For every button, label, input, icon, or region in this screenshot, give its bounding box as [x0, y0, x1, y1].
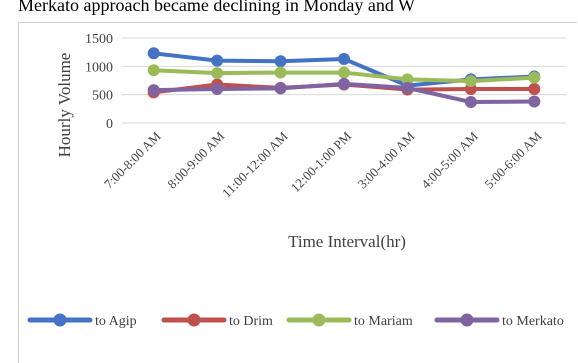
y-axis-title: Hourly Volume — [55, 53, 74, 158]
x-tick-label: 3:00-4:00 AM — [355, 128, 418, 191]
data-point — [274, 66, 287, 79]
data-point — [401, 81, 414, 94]
legend-label: to Merkato — [502, 314, 564, 329]
y-tick-label: 500 — [92, 89, 113, 104]
series-lines — [147, 47, 541, 109]
x-axis-title: Time Interval(hr) — [288, 232, 406, 251]
y-tick-label: 1500 — [85, 32, 113, 47]
x-tick-label: 4:00-5:00 AM — [418, 128, 481, 191]
data-point — [338, 52, 350, 65]
legend-item: to Drim — [161, 313, 273, 329]
x-tick-label: 5:00-6:00 AM — [481, 128, 544, 191]
y-axis-ticks: 0 500 1000 1500 — [85, 32, 113, 132]
legend-swatch-marker — [187, 313, 201, 327]
chart-frame — [18, 22, 577, 363]
data-point — [147, 84, 160, 97]
gridlines — [122, 37, 566, 124]
data-point — [338, 66, 350, 79]
data-point — [528, 83, 541, 95]
data-point — [464, 75, 477, 88]
data-point — [528, 71, 541, 84]
x-tick-label: 12:00-1:00 PM — [288, 128, 355, 195]
series-to-merkato — [147, 77, 541, 109]
y-tick-label: 0 — [106, 117, 113, 132]
y-tick-label: 1000 — [85, 60, 113, 75]
data-point — [338, 77, 350, 90]
legend-swatch-marker — [53, 313, 67, 327]
legend-label: to Agip — [95, 314, 137, 329]
legend-swatch-marker — [460, 313, 474, 327]
x-tick-label: 7:00-8:00 AM — [101, 128, 164, 191]
x-tick-label: 11:00-12:00 AM — [219, 128, 291, 200]
legend-swatch-marker — [312, 313, 326, 327]
x-tick-label: 8:00-9:00 AM — [164, 128, 227, 191]
legend-item: to Mariam — [286, 313, 413, 329]
data-point — [274, 55, 287, 68]
data-point — [274, 82, 287, 95]
caption-text: Merkato approach became declining in Mon… — [18, 0, 416, 15]
legend-label: to Mariam — [354, 314, 413, 329]
data-point — [401, 73, 414, 86]
data-point — [147, 47, 160, 60]
data-point — [147, 64, 160, 77]
data-point — [211, 67, 224, 80]
legend-item: to Agip — [27, 313, 137, 329]
legend: to Agip to Drim to Mariam to Merkato — [27, 313, 564, 329]
data-point — [211, 54, 224, 67]
legend-label: to Drim — [229, 314, 273, 329]
data-point — [211, 83, 224, 95]
data-point — [528, 95, 541, 108]
legend-item: to Merkato — [434, 313, 564, 329]
data-point — [464, 96, 477, 109]
series-to-mariam — [147, 64, 541, 88]
